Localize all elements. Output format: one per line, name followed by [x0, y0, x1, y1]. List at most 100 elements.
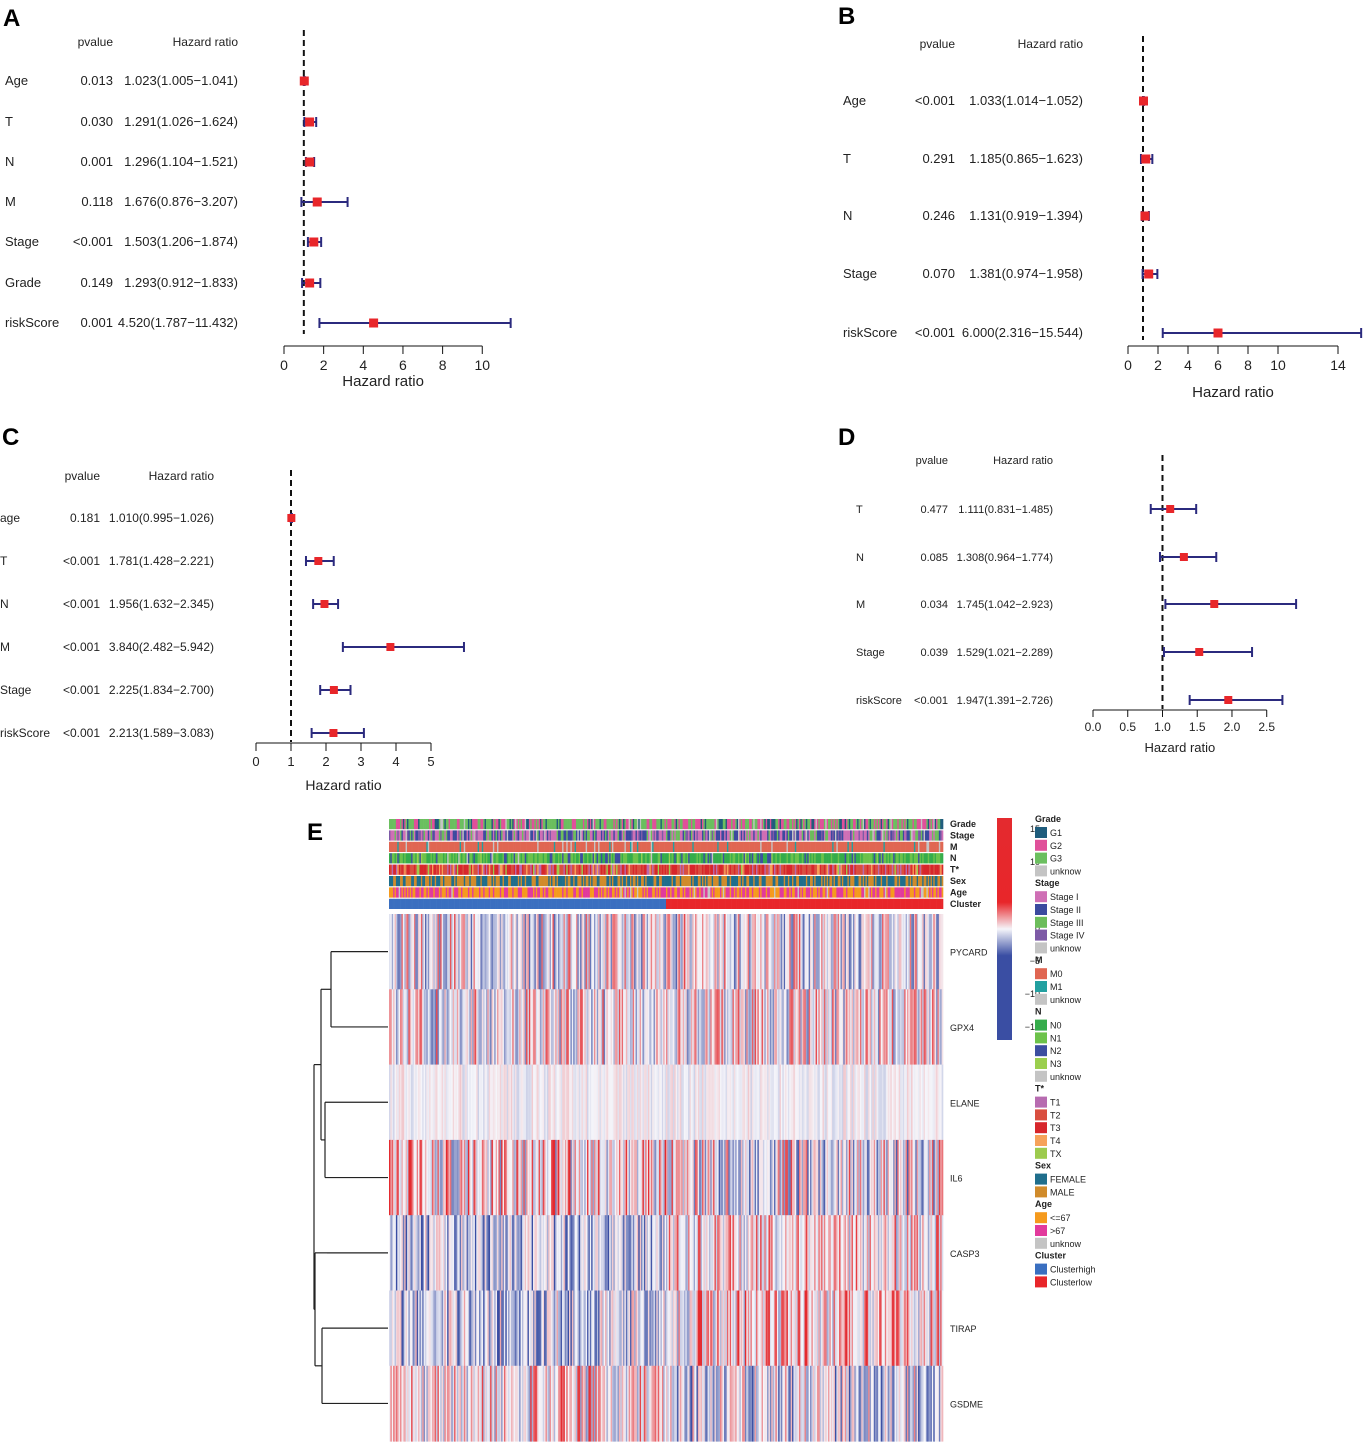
- heatmap-cell: [893, 1064, 895, 1141]
- annotation-cell: [609, 887, 611, 898]
- annotation-cell: [627, 864, 629, 875]
- annotation-cell: [571, 864, 574, 875]
- annotation-cell: [880, 864, 883, 875]
- annotation-cell: [620, 819, 622, 830]
- heatmap-cell: [747, 989, 750, 1066]
- heatmap-cell: [506, 914, 509, 990]
- annotation-cell: [495, 841, 498, 852]
- annotation-cell: [664, 853, 667, 864]
- annotation-cell: [828, 819, 830, 830]
- annotation-cell: [746, 876, 749, 887]
- heatmap-cell: [537, 914, 539, 990]
- annotation-cell: [688, 853, 690, 864]
- annotation-cell: [390, 841, 393, 852]
- heatmap-cell: [449, 1064, 452, 1141]
- heatmap-cell: [618, 1064, 621, 1141]
- annotation-cell: [735, 898, 737, 909]
- heatmap-cell: [618, 914, 621, 990]
- heatmap-cell: [927, 1064, 930, 1141]
- heatmap-cell: [495, 989, 498, 1066]
- annotation-cell: [876, 841, 879, 852]
- pvalue-header: pvalue: [916, 455, 948, 467]
- heatmap-cell: [645, 1064, 647, 1141]
- annotation-cell: [646, 876, 649, 887]
- annotation-cell: [880, 876, 883, 887]
- heatmap-cell: [877, 914, 880, 990]
- annotation-cell: [774, 887, 776, 898]
- annotation-cell: [614, 864, 617, 875]
- heatmap-cell: [920, 989, 923, 1066]
- annotation-cell: [548, 898, 550, 909]
- annotation-cell: [684, 830, 686, 841]
- annotation-cell: [886, 830, 888, 841]
- annotation-track-cluster: Cluster: [389, 898, 982, 909]
- annotation-cell: [929, 841, 931, 852]
- heatmap-cell: [695, 989, 697, 1066]
- annotation-cell: [415, 841, 417, 852]
- annotation-cell: [609, 898, 611, 909]
- heatmap-cell: [528, 989, 531, 1066]
- annotation-cell: [844, 864, 847, 875]
- annotation-cell: [724, 864, 726, 875]
- annotation-cell: [801, 841, 804, 852]
- annotation-cell: [905, 864, 908, 875]
- annotation-cell: [473, 876, 476, 887]
- heatmap-cell: [641, 989, 643, 1066]
- annotation-cell: [575, 853, 578, 864]
- annotation-cell: [858, 887, 861, 898]
- annotation-cell: [830, 841, 833, 852]
- annotation-cell: [751, 819, 754, 830]
- annotation-cell: [560, 819, 563, 830]
- heatmap-cell: [801, 1064, 804, 1141]
- annotation-cell: [477, 876, 480, 887]
- annotation-cell: [823, 841, 826, 852]
- annotation-cell: [786, 887, 789, 898]
- annotation-cell: [552, 830, 555, 841]
- heatmap-cell: [926, 989, 929, 1066]
- heatmap-cell: [706, 989, 708, 1066]
- annotation-cell: [823, 887, 826, 898]
- annotation-cell: [857, 841, 859, 852]
- annotation-cell: [699, 853, 701, 864]
- annotation-cell: [499, 898, 502, 909]
- annotation-cell: [542, 819, 545, 830]
- annotation-cell: [434, 876, 437, 887]
- heatmap-cell: [426, 989, 429, 1066]
- annotation-cell: [656, 819, 658, 830]
- heatmap-cell: [526, 1064, 528, 1141]
- annotation-cell: [652, 853, 654, 864]
- annotation-cell: [754, 853, 757, 864]
- heatmap-cell: [656, 989, 658, 1066]
- heatmap-cell: [423, 1139, 426, 1216]
- annotation-cell: [538, 864, 541, 875]
- annotation-cell: [790, 841, 793, 852]
- heatmap-cell: [897, 914, 899, 990]
- annotation-cell: [682, 864, 685, 875]
- row-hazard-ratio: 1.111(0.831−1.485): [958, 504, 1053, 516]
- annotation-cell: [818, 830, 821, 841]
- annotation-cell: [753, 853, 755, 864]
- annotation-cell: [695, 830, 697, 841]
- annotation-cell: [715, 830, 718, 841]
- annotation-cell: [654, 841, 657, 852]
- hr-point: [1140, 211, 1150, 221]
- annotation-cell: [678, 887, 681, 898]
- heatmap-cell: [632, 1139, 635, 1216]
- heatmap-cell: [797, 1139, 800, 1216]
- heatmap-cell: [743, 989, 746, 1066]
- annotation-cell: [731, 830, 733, 841]
- heatmap-cell: [440, 914, 442, 990]
- heatmap-cell: [535, 1064, 538, 1141]
- annotation-cell: [873, 841, 876, 852]
- annotation-cell: [495, 864, 498, 875]
- annotation-cell: [890, 819, 893, 830]
- annotation-cell: [592, 864, 595, 875]
- annotation-cell: [628, 830, 631, 841]
- heatmap-cell: [934, 1064, 937, 1141]
- annotation-cell: [488, 898, 491, 909]
- heatmap-cell: [778, 1064, 780, 1141]
- heatmap-cell: [611, 1139, 614, 1216]
- annotation-cell: [444, 898, 447, 909]
- heatmap-cell: [702, 989, 704, 1066]
- annotation-cell: [664, 819, 667, 830]
